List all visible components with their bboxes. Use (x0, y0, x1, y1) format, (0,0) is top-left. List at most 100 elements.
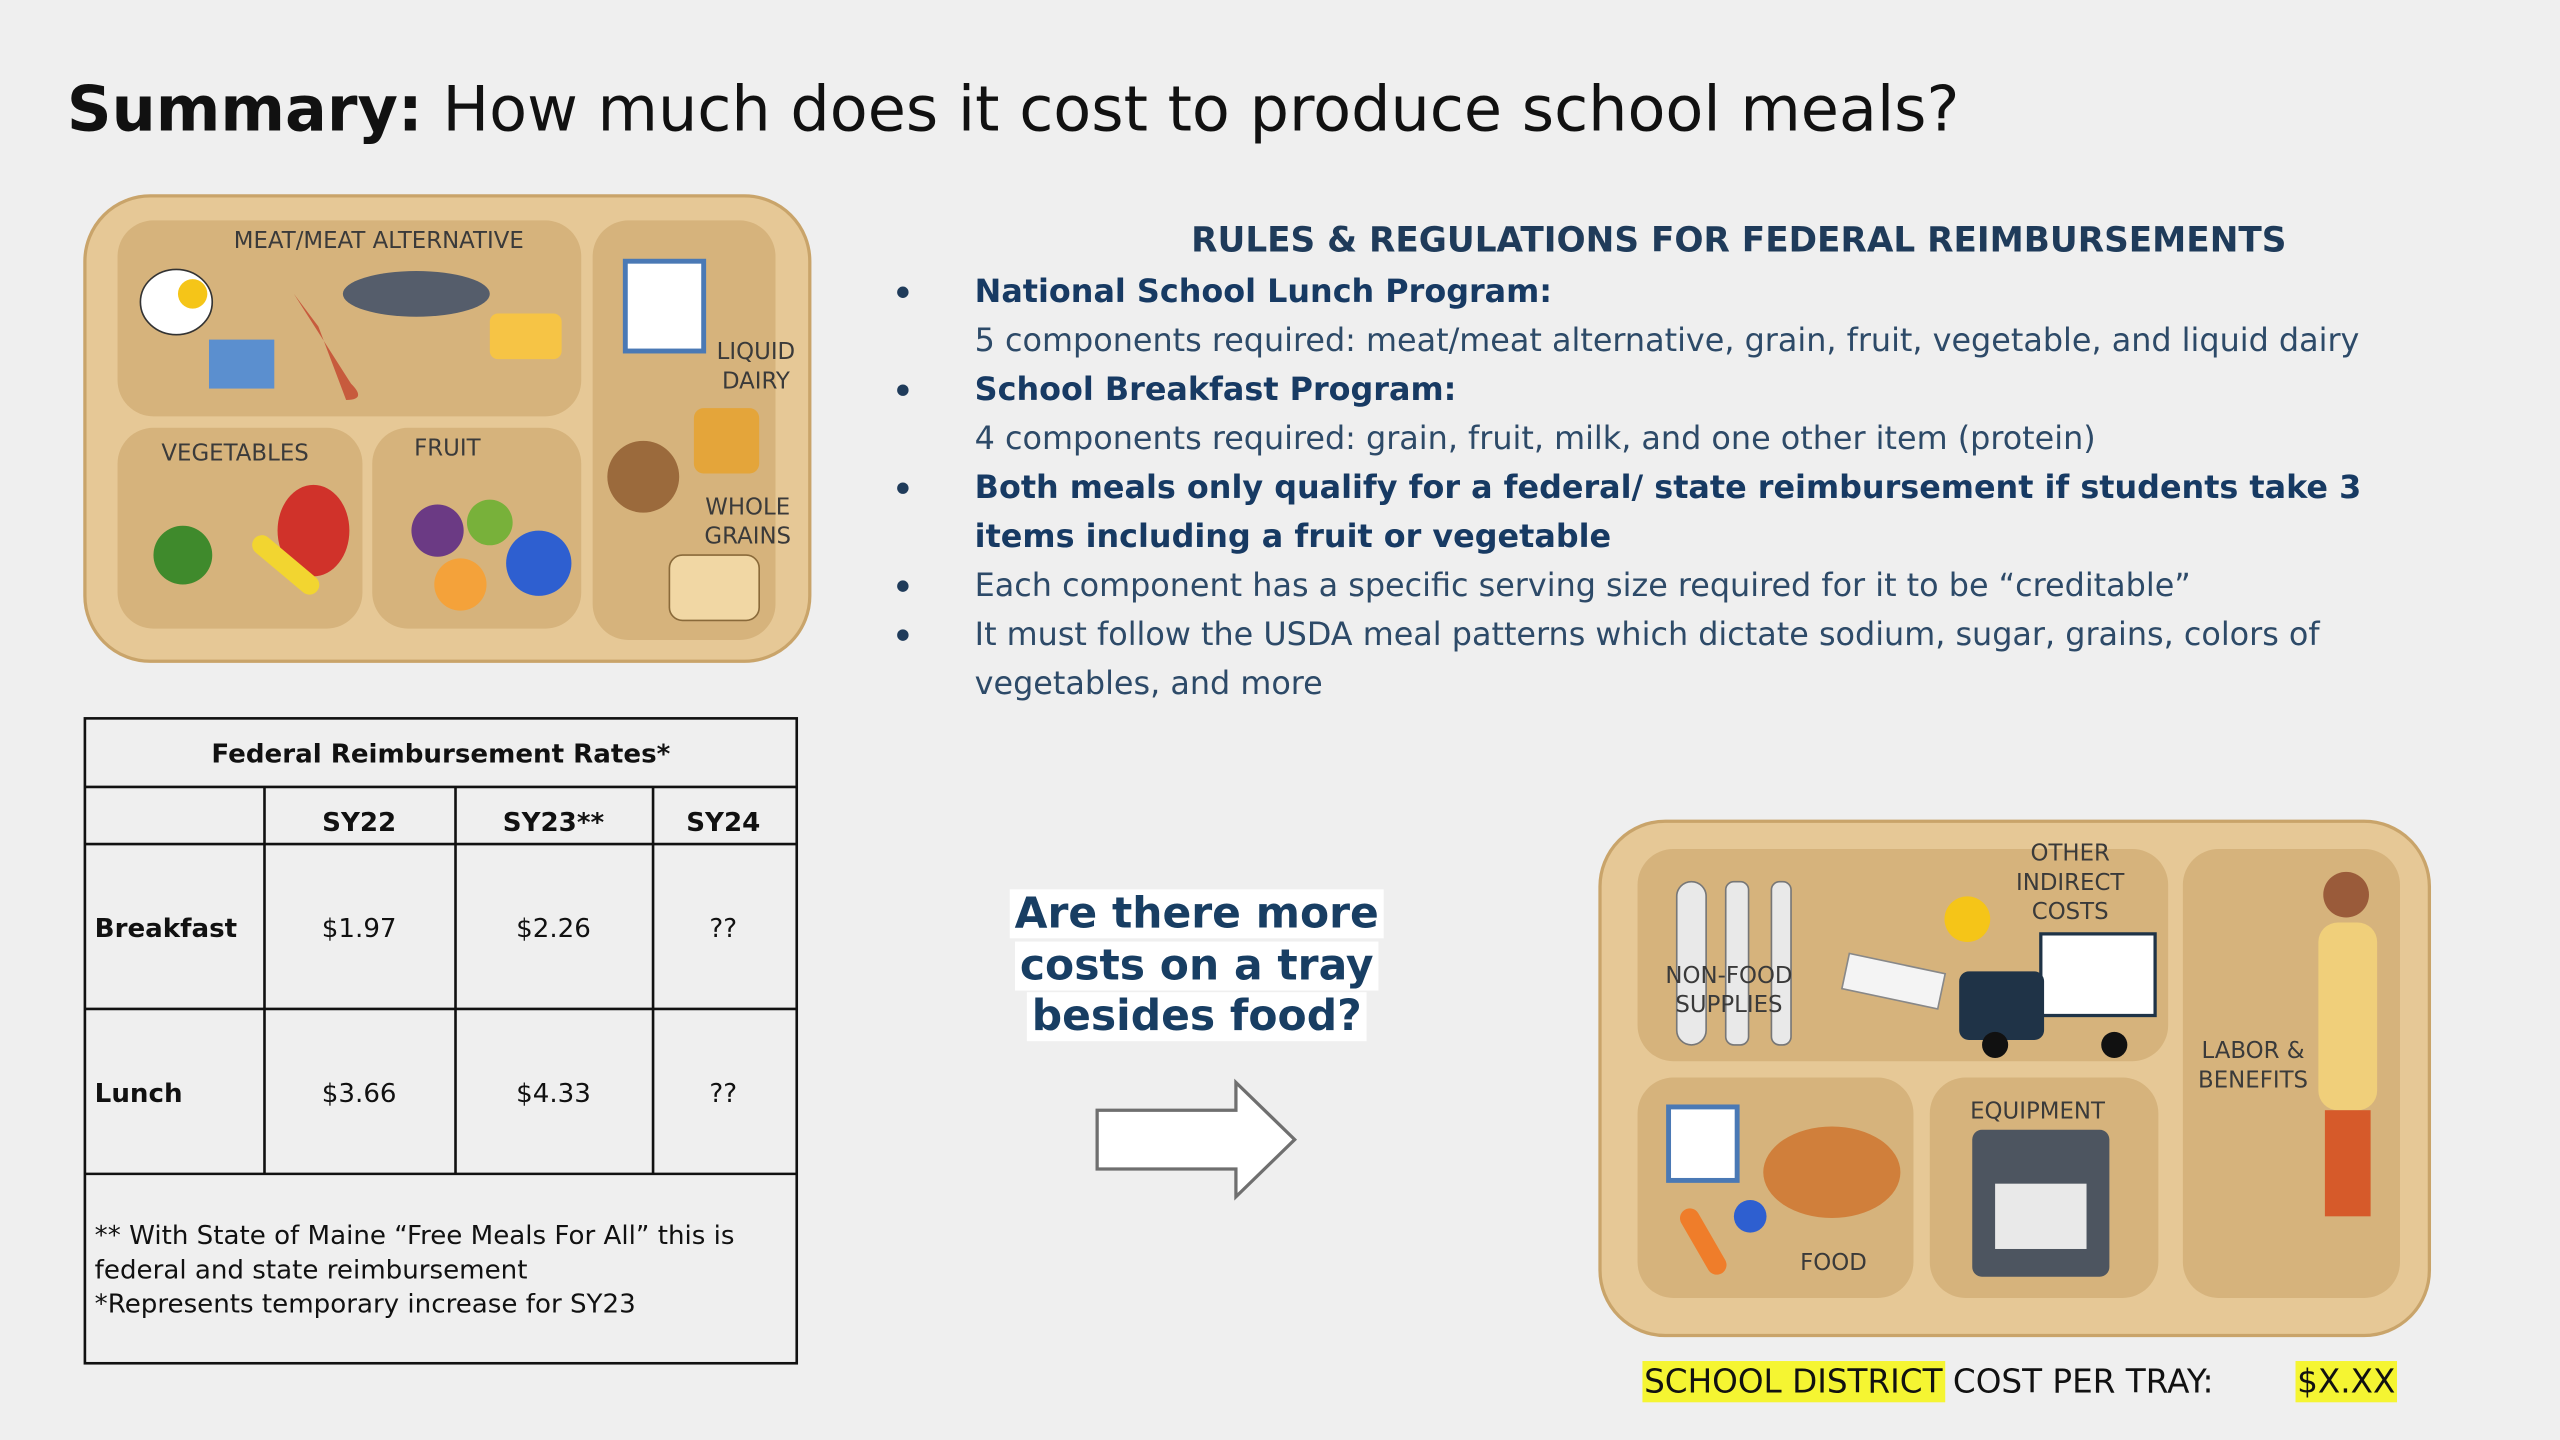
text-highlight (1642, 1361, 1946, 1403)
callout-line: costs on a tray (1020, 942, 1374, 991)
tray-label: COSTS (2032, 899, 2109, 925)
tray-label: LIQUID (717, 339, 796, 365)
blueberry-icon (506, 530, 572, 596)
muffin-icon (607, 440, 680, 513)
row-label: Breakfast (95, 914, 237, 944)
tray-label: LABOR & (2202, 1038, 2305, 1064)
rules-heading: RULES & REGULATIONS FOR FEDERAL REIMBURS… (1191, 220, 2286, 260)
bullet-text: 5 components required: meat/meat alterna… (975, 321, 2360, 359)
kiwi-icon (466, 499, 513, 546)
tray-label: FOOD (1800, 1250, 1867, 1276)
drumstick-icon (293, 293, 359, 400)
bullet-title: School Breakfast Program: (975, 370, 1457, 408)
footer: SCHOOL DISTRICT COST PER TRAY: $X.XX (1642, 1361, 2398, 1403)
grapes-icon (411, 504, 464, 557)
table-header: SY22 (322, 808, 396, 838)
napkin-icon (1840, 952, 1947, 1010)
table-note: *Represents temporary increase for SY23 (95, 1290, 636, 1320)
fork-icon (1724, 880, 1750, 1046)
text-highlight (2295, 1361, 2398, 1403)
table-header: SY24 (686, 808, 760, 838)
table-note: ** With State of Maine “Free Meals For A… (95, 1221, 735, 1251)
tray-label: SUPPLIES (1675, 992, 1782, 1018)
tray-label: OTHER (2030, 840, 2110, 866)
text-highlight (1009, 889, 1384, 939)
text-highlight (1015, 941, 1379, 991)
table-title: Federal Reimbursement Rates* (211, 739, 670, 769)
bullet-dot (897, 629, 909, 641)
bulb-icon (1944, 896, 1991, 943)
tofu-icon (208, 339, 275, 389)
cost-tray: OTHER INDIRECT COSTS NON-FOOD SUPPLIES L… (1598, 819, 2432, 1338)
knife-icon (1770, 880, 1792, 1046)
tray-label: MEAT/MEAT ALTERNATIVE (234, 228, 524, 254)
callout-line: Are there more (1015, 889, 1379, 938)
worker-apron-icon (2318, 922, 2378, 1111)
bullet-text: vegetables, and more (975, 664, 1323, 702)
tray-label: EQUIPMENT (1970, 1098, 2106, 1124)
title-bold: Summary: (67, 73, 423, 146)
table-border (83, 717, 799, 1365)
table-note: federal and state reimbursement (95, 1255, 528, 1285)
tray-label: FRUIT (414, 436, 481, 462)
bullet-text: Both meals only qualify for a federal/ s… (975, 468, 2362, 506)
tray-label: DAIRY (722, 369, 790, 395)
spoon-icon (1675, 880, 1707, 1046)
table-cell: $3.66 (322, 1079, 397, 1109)
bread-icon (668, 554, 760, 622)
wheel-icon (2101, 1031, 2128, 1058)
tray-label: WHOLE (705, 494, 790, 520)
bullet-text: It must follow the USDA meal patterns wh… (975, 615, 2321, 653)
oven-door-icon (1995, 1183, 2087, 1249)
carrot-icon (1680, 1208, 1727, 1275)
rates-table: Federal Reimbursement Rates* SY22 SY23**… (83, 717, 799, 1365)
bullet-title: National School Lunch Program: (975, 272, 1552, 310)
egg-yolk-icon (177, 279, 208, 309)
table-header: SY23** (503, 808, 605, 838)
truck-cab-icon (1959, 971, 2045, 1040)
bullet-dot (897, 482, 909, 494)
truck-box-icon (2039, 932, 2157, 1018)
milk-icon (1666, 1104, 1740, 1183)
milk-icon (622, 258, 707, 354)
footer-text: SCHOOL DISTRICT COST PER TRAY: (1644, 1363, 2213, 1401)
orange-icon (434, 558, 487, 611)
table-cell: ?? (709, 914, 737, 944)
bullet-dot (897, 580, 909, 592)
table-cell: $4.33 (516, 1079, 591, 1109)
bullet-dot (897, 286, 909, 298)
bullet-dot (897, 384, 909, 396)
footer-highlight: SCHOOL DISTRICT (1644, 1363, 1944, 1401)
tray-label: INDIRECT (2016, 870, 2125, 896)
row-label: Lunch (95, 1079, 183, 1109)
wheel-icon (1982, 1031, 2009, 1058)
worker-legs-icon (2324, 1110, 2371, 1217)
sandwich-icon (1763, 1126, 1901, 1218)
tray-label: NON-FOOD (1665, 963, 1792, 989)
text-highlight (1026, 992, 1367, 1042)
bullet-text: items including a fruit or vegetable (975, 517, 1611, 555)
tray-label: BENEFITS (2198, 1067, 2308, 1093)
callout-line: besides food? (1032, 992, 1362, 1041)
table-cell: $2.26 (516, 914, 591, 944)
rules: RULES & REGULATIONS FOR FEDERAL REIMBURS… (897, 220, 2362, 702)
fish-icon (342, 271, 490, 317)
arrow (1095, 1078, 1298, 1201)
tray-label: GRAINS (704, 524, 791, 550)
blueberry-icon (1733, 1200, 1767, 1233)
pepper-icon (277, 484, 350, 577)
cracker-icon (693, 408, 760, 474)
title-rest: How much does it cost to produce school … (423, 73, 1960, 146)
table-cell: ?? (709, 1079, 737, 1109)
tray-label: VEGETABLES (161, 440, 308, 466)
food-tray: MEAT/MEAT ALTERNATIVE LIQUID DAIRY VEGET… (83, 194, 812, 663)
callout: Are there more costs on a tray besides f… (1009, 889, 1384, 1042)
footer-label: COST PER TRAY: (1943, 1363, 2214, 1401)
bullet-text: Each component has a specific serving si… (975, 566, 2191, 604)
table-cell: $1.97 (322, 914, 397, 944)
broccoli-icon (153, 525, 213, 585)
squash-icon (252, 535, 320, 595)
